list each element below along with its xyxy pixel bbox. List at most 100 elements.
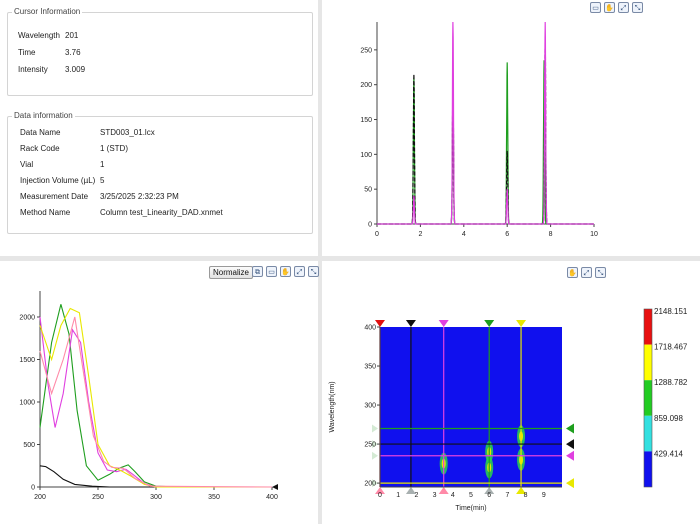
cursor-time-label: Time — [18, 48, 36, 57]
x-tick-label: 350 — [208, 494, 220, 501]
y-tick-label: 400 — [364, 325, 376, 332]
spectrum-chart[interactable]: 200 250 300 350 400 0 500 1000 1500 2000 — [0, 261, 318, 524]
time-cursor-marker-icon — [516, 320, 527, 327]
spectrum-series-black — [39, 465, 272, 488]
bottom-marker-icon — [438, 487, 449, 494]
wavelength-left-marker-icon — [372, 440, 378, 449]
method-name-value: Column test_Linearity_DAD.xnmet — [100, 208, 223, 217]
chromatogram-series-magenta — [377, 21, 594, 225]
measurement-date-value: 3/25/2025 2:32:23 PM — [100, 192, 179, 201]
cursor-wavelength-value: 201 — [65, 31, 79, 40]
zoom-reset-icon[interactable]: ⤡ — [308, 266, 319, 277]
zoom-fit-icon[interactable]: ⤢ — [618, 2, 629, 13]
y-tick-label: 350 — [364, 364, 376, 371]
legend-value: 1718.467 — [654, 343, 688, 352]
y-tick-label: 150 — [360, 117, 372, 124]
vial-value: 1 — [100, 160, 105, 169]
y-tick-label: 50 — [364, 187, 372, 194]
legend-value: 2148.151 — [654, 307, 688, 316]
time-cursor-marker-icon — [375, 320, 385, 327]
spectrum-series-magenta — [39, 316, 272, 488]
contour-chart[interactable]: 0 1 2 3 4 5 6 7 8 9 200 250 300 350 400 Time(min) Wavele… — [322, 261, 700, 524]
cursor-marker-icon — [272, 484, 278, 490]
pan-hand-icon[interactable]: ✋ — [604, 2, 615, 13]
y-tick-label: 250 — [364, 442, 376, 449]
spectrum-pane: Normalize ⧉ ▭ ✋ ⤢ ⤡ 200 250 300 350 400 0 500 1… — [0, 261, 319, 524]
y-axis-label: Wavelength(nm) — [329, 381, 336, 432]
info-pane: Cursor Information Wavelength 201 Time 3… — [0, 0, 318, 256]
cursor-intensity-value: 3.009 — [65, 65, 86, 74]
contour-plot-area — [380, 327, 562, 487]
legend-color-segment — [644, 415, 652, 452]
y-tick-label: 1500 — [19, 357, 35, 364]
data-name-label: Data Name — [20, 128, 61, 137]
wavelength-left-marker-icon — [372, 424, 378, 433]
spectrum-series-green — [39, 304, 272, 488]
overlay-icon[interactable]: ⧉ — [252, 266, 263, 277]
chromatogram-toolbar: ▭ ✋ ⤢ ⤡ — [590, 2, 643, 13]
horizontal-splitter[interactable] — [0, 256, 700, 261]
x-tick-label: 0 — [378, 492, 382, 499]
y-tick-label: 250 — [360, 47, 372, 54]
chromatogram-series-green — [377, 60, 594, 225]
pan-hand-icon[interactable]: ✋ — [280, 266, 291, 277]
wavelength-left-marker-icon — [372, 479, 378, 488]
y-tick-label: 0 — [31, 485, 35, 492]
y-tick-label: 1000 — [19, 400, 35, 407]
injection-volume-label: Injection Volume (µL) — [20, 176, 96, 185]
wavelength-cursor-marker-icon — [566, 423, 574, 434]
measurement-date-label: Measurement Date — [20, 192, 89, 201]
legend-value: 1288.782 — [654, 378, 688, 387]
bottom-marker-icon — [516, 487, 527, 494]
time-cursor-marker-icon — [438, 320, 449, 327]
comment-icon[interactable]: ▭ — [590, 2, 601, 13]
spectrum-series-yellow — [39, 307, 272, 488]
x-tick-label: 0 — [375, 231, 379, 238]
contour-pane: ✋ ⤢ ⤡ 0 1 2 3 4 5 6 7 8 9 200 250 300 350 400 Time(min)… — [322, 261, 700, 524]
y-tick-label: 2000 — [19, 315, 35, 322]
y-tick-label: 100 — [360, 152, 372, 159]
vertical-splitter[interactable] — [318, 0, 322, 524]
legend-color-segment — [644, 344, 652, 381]
x-tick-label: 9 — [542, 492, 546, 499]
x-tick-label: 4 — [451, 492, 455, 499]
zoom-fit-icon[interactable]: ⤢ — [294, 266, 305, 277]
zoom-reset-icon[interactable]: ⤡ — [632, 2, 643, 13]
wavelength-cursor-marker-icon — [566, 439, 574, 450]
rack-code-label: Rack Code — [20, 144, 60, 153]
vial-label: Vial — [20, 160, 34, 169]
legend-color-segment — [644, 309, 652, 345]
injection-volume-value: 5 — [100, 176, 105, 185]
x-tick-label: 7 — [505, 492, 509, 499]
x-tick-label: 1 — [396, 492, 400, 499]
rack-code-value: 1 (STD) — [100, 144, 128, 153]
zoom-fit-icon[interactable]: ⤢ — [581, 267, 592, 278]
legend-value: 429.414 — [654, 449, 683, 458]
y-tick-label: 200 — [364, 481, 376, 488]
data-name-value: STD003_01.lcx — [100, 128, 155, 137]
y-tick-label: 200 — [360, 82, 372, 89]
wavelength-cursor-marker-icon — [566, 450, 574, 461]
zoom-reset-icon[interactable]: ⤡ — [595, 267, 606, 278]
bottom-marker-icon — [484, 487, 495, 494]
y-tick-label: 0 — [368, 222, 372, 229]
data-information-group: Data information Data Name STD003_01.lcx… — [7, 111, 313, 234]
spectrum-series-pink — [39, 316, 273, 488]
x-tick-label: 10 — [590, 231, 598, 238]
comment-icon[interactable]: ▭ — [266, 266, 277, 277]
legend-color-segment — [644, 380, 652, 416]
pan-hand-icon[interactable]: ✋ — [567, 267, 578, 278]
x-tick-label: 400 — [266, 494, 278, 501]
x-tick-label: 6 — [487, 492, 491, 499]
cursor-information-group: Cursor Information Wavelength 201 Time 3… — [7, 7, 313, 96]
legend-color-segment — [644, 451, 652, 487]
y-tick-label: 500 — [23, 442, 35, 449]
x-tick-label: 300 — [150, 494, 162, 501]
time-cursor-marker-icon — [405, 320, 416, 327]
wavelength-cursor-marker-icon — [566, 478, 574, 489]
spectrum-toolbar: ⧉ ▭ ✋ ⤢ ⤡ — [252, 266, 319, 277]
x-tick-label: 6 — [505, 231, 509, 238]
x-axis-label: Time(min) — [455, 505, 486, 512]
contour-toolbar: ✋ ⤢ ⤡ — [567, 267, 606, 278]
